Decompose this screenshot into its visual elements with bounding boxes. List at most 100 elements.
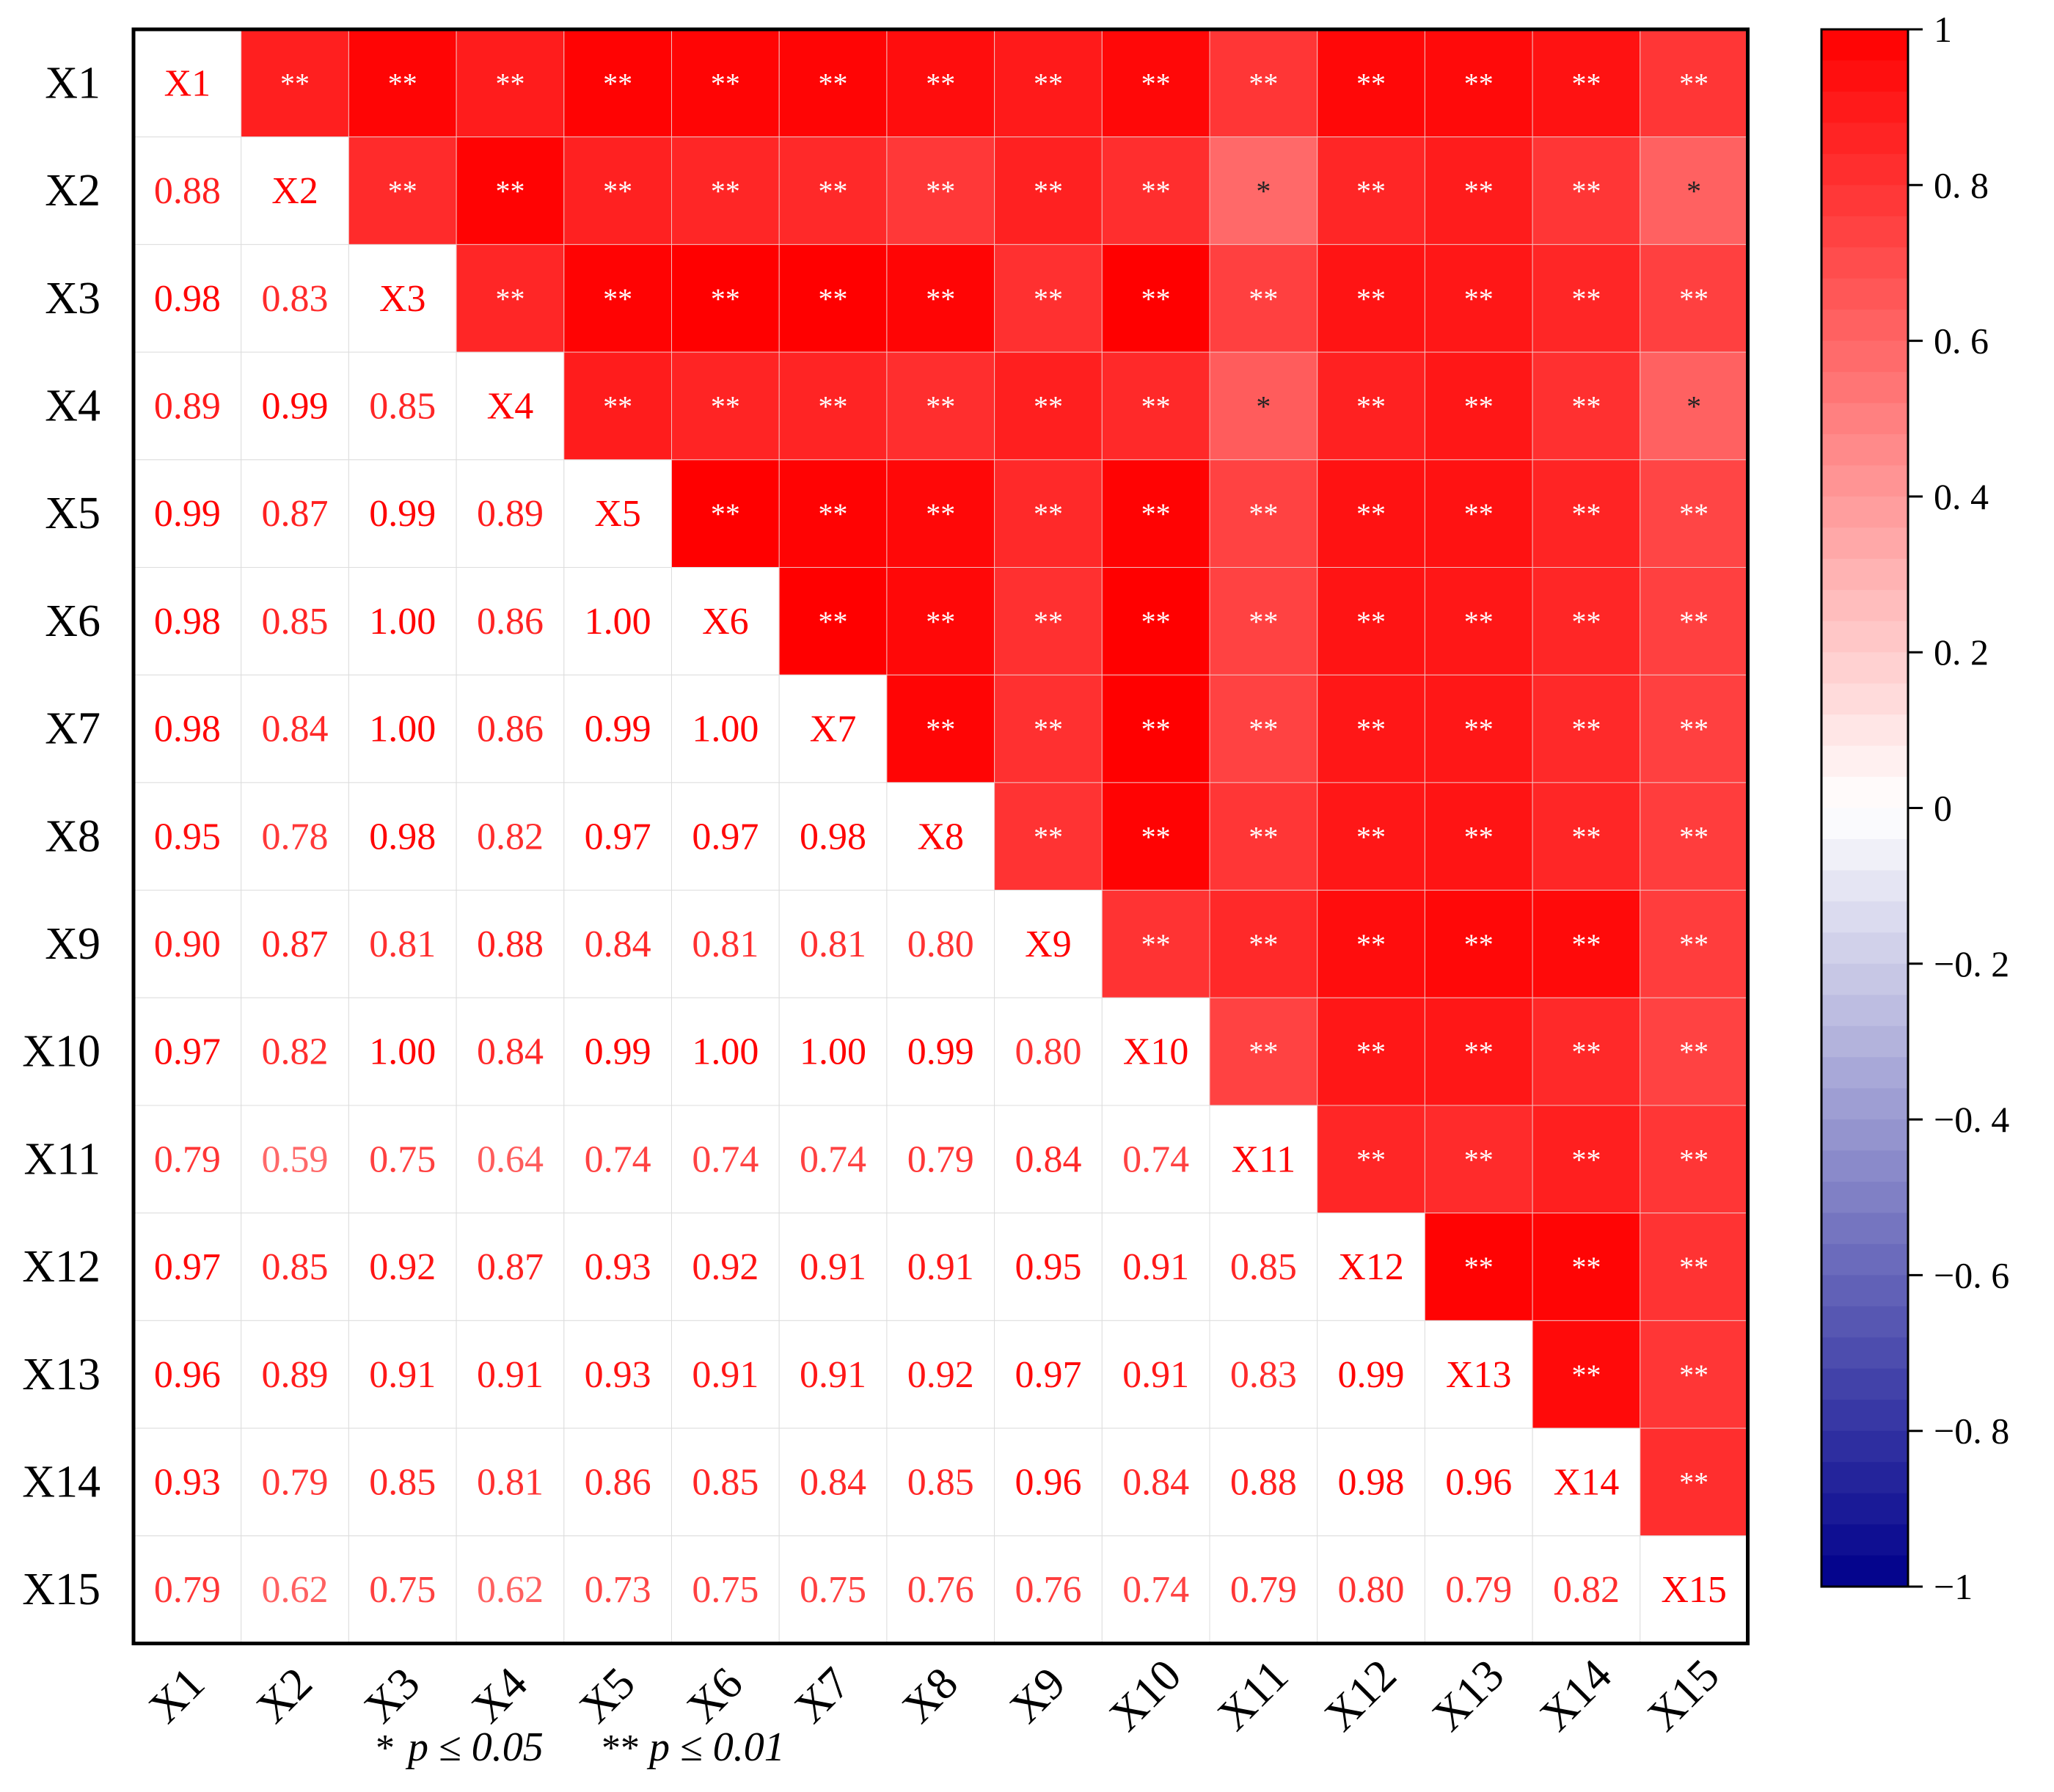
colorbar-segment bbox=[1821, 901, 1908, 933]
value-label-X8-X2: 0.78 bbox=[262, 816, 329, 857]
y-tick-label-X5: X5 bbox=[45, 489, 100, 538]
colorbar-segment bbox=[1821, 1057, 1908, 1089]
colorbar-segment bbox=[1821, 91, 1908, 123]
value-label-X8-X5: 0.97 bbox=[585, 816, 651, 857]
value-label-X12-X6: 0.92 bbox=[692, 1246, 759, 1288]
significance-mark-X3-X14: ** bbox=[1571, 282, 1601, 315]
value-label-X12-X7: 0.91 bbox=[800, 1246, 866, 1288]
heatmap-cell-X1-X10 bbox=[1101, 29, 1210, 138]
heatmap-cell-X4-X5 bbox=[563, 351, 672, 461]
significance-mark-X4-X5: ** bbox=[603, 390, 632, 423]
heatmap-cell-X5-X8 bbox=[886, 459, 995, 568]
colorbar-segment bbox=[1821, 558, 1908, 590]
heatmap-cell-X1-X8 bbox=[886, 29, 995, 138]
heatmap-cell-X10-X14 bbox=[1532, 997, 1641, 1106]
value-cell-X9-X1 bbox=[133, 890, 242, 998]
value-cell-X4-X3 bbox=[348, 351, 457, 461]
colorbar-segment bbox=[1821, 185, 1908, 217]
diagonal-label-X7: X7 bbox=[810, 709, 857, 750]
value-label-X14-X1: 0.93 bbox=[154, 1461, 221, 1503]
value-label-X9-X1: 0.90 bbox=[154, 924, 221, 965]
value-label-X12-X8: 0.91 bbox=[907, 1246, 974, 1288]
heatmap-cell-X3-X13 bbox=[1424, 244, 1533, 353]
heatmap-cell-X2-X6 bbox=[671, 136, 780, 245]
colorbar-segment bbox=[1821, 216, 1908, 248]
value-label-X10-X2: 0.82 bbox=[262, 1031, 329, 1073]
x-tick-label-X1: X1 bbox=[139, 1658, 214, 1733]
value-cell-X13-X9 bbox=[994, 1320, 1103, 1429]
value-label-X6-X3: 1.00 bbox=[369, 601, 436, 643]
significance-mark-X12-X13: ** bbox=[1464, 1251, 1494, 1284]
value-label-X11-X3: 0.75 bbox=[369, 1138, 436, 1180]
heatmap-cell-X1-X7 bbox=[778, 29, 888, 138]
significance-mark-X12-X15: ** bbox=[1679, 1251, 1708, 1284]
significance-mark-X8-X11: ** bbox=[1249, 820, 1278, 853]
significance-mark-X8-X9: ** bbox=[1034, 820, 1063, 853]
significance-mark-X1-X2: ** bbox=[280, 67, 310, 100]
heatmap-cell-X6-X12 bbox=[1317, 567, 1425, 676]
heatmap-cell-X11-X13 bbox=[1424, 1105, 1533, 1214]
heatmap-cell-X5-X7 bbox=[778, 459, 888, 568]
value-cell-X9-X7 bbox=[778, 890, 888, 998]
significance-mark-X4-X6: ** bbox=[711, 390, 740, 423]
significance-mark-X2-X3: ** bbox=[388, 175, 417, 208]
significance-mark-X9-X14: ** bbox=[1571, 928, 1601, 961]
colorbar-tick-label: −0. 2 bbox=[1934, 943, 2009, 984]
heatmap-cell-X5-X12 bbox=[1317, 459, 1425, 568]
significance-mark-X5-X8: ** bbox=[926, 497, 955, 530]
significance-mark-X5-X14: ** bbox=[1571, 497, 1601, 530]
colorbar-segment bbox=[1821, 932, 1908, 965]
note-double-text: p ≤ 0.01 bbox=[646, 1725, 785, 1770]
significance-mark-X7-X13: ** bbox=[1464, 713, 1494, 746]
value-label-X4-X2: 0.99 bbox=[262, 385, 329, 427]
significance-mark-X4-X9: ** bbox=[1034, 390, 1063, 423]
value-cell-X14-X9 bbox=[994, 1427, 1103, 1537]
value-cell-X14-X12 bbox=[1317, 1427, 1425, 1537]
colorbar-segment bbox=[1821, 1088, 1908, 1120]
significance-mark-X3-X15: ** bbox=[1679, 282, 1708, 315]
note-single-text: p ≤ 0.05 bbox=[405, 1725, 544, 1770]
value-label-X9-X5: 0.84 bbox=[585, 924, 651, 965]
value-label-X13-X2: 0.89 bbox=[262, 1354, 329, 1396]
heatmap-cell-X9-X10 bbox=[1101, 890, 1210, 998]
heatmap-cell-X11-X15 bbox=[1640, 1105, 1749, 1214]
value-label-X13-X1: 0.96 bbox=[154, 1354, 221, 1396]
value-cell-X8-X2 bbox=[241, 782, 349, 891]
colorbar-segment bbox=[1821, 714, 1908, 747]
value-label-X7-X2: 0.84 bbox=[262, 709, 329, 750]
significance-mark-X1-X8: ** bbox=[926, 67, 955, 100]
value-label-X10-X8: 0.99 bbox=[907, 1031, 974, 1073]
value-label-X7-X3: 1.00 bbox=[369, 709, 436, 750]
heatmap-cell-X4-X10 bbox=[1101, 351, 1210, 461]
significance-mark-X6-X11: ** bbox=[1249, 605, 1278, 638]
value-label-X15-X1: 0.79 bbox=[154, 1569, 221, 1611]
value-cell-X13-X10 bbox=[1101, 1320, 1210, 1429]
value-label-X11-X7: 0.74 bbox=[800, 1138, 866, 1180]
heatmap-cell-X4-X14 bbox=[1532, 351, 1641, 461]
significance-mark-X4-X12: ** bbox=[1356, 390, 1386, 423]
significance-mark-X9-X13: ** bbox=[1464, 928, 1494, 961]
diagonal-cell-X4 bbox=[456, 351, 565, 461]
significance-mark-X10-X11: ** bbox=[1249, 1036, 1278, 1069]
heatmap-cell-X10-X13 bbox=[1424, 997, 1533, 1106]
heatmap-cell-X12-X14 bbox=[1532, 1213, 1641, 1321]
heatmap-cell-X3-X14 bbox=[1532, 244, 1641, 353]
value-label-X11-X1: 0.79 bbox=[154, 1138, 221, 1180]
value-cell-X15-X11 bbox=[1209, 1535, 1318, 1645]
significance-mark-X1-X4: ** bbox=[495, 67, 525, 100]
value-cell-X5-X2 bbox=[241, 459, 349, 568]
colorbar-tick-label: 0. 8 bbox=[1934, 164, 1989, 205]
value-cell-X14-X10 bbox=[1101, 1427, 1210, 1537]
value-cell-X12-X4 bbox=[456, 1213, 565, 1321]
value-cell-X6-X1 bbox=[133, 567, 242, 676]
value-cell-X13-X4 bbox=[456, 1320, 565, 1429]
x-tick-label-X8: X8 bbox=[893, 1658, 968, 1733]
heatmap-cell-X7-X12 bbox=[1317, 674, 1425, 783]
colorbar-segment bbox=[1821, 1524, 1908, 1557]
heatmap-cell-X2-X3 bbox=[348, 136, 457, 245]
x-tick-label-X7: X7 bbox=[786, 1658, 860, 1733]
value-label-X7-X5: 0.99 bbox=[585, 709, 651, 750]
value-cell-X5-X4 bbox=[456, 459, 565, 568]
value-label-X13-X11: 0.83 bbox=[1230, 1354, 1297, 1396]
value-cell-X15-X7 bbox=[778, 1535, 888, 1645]
